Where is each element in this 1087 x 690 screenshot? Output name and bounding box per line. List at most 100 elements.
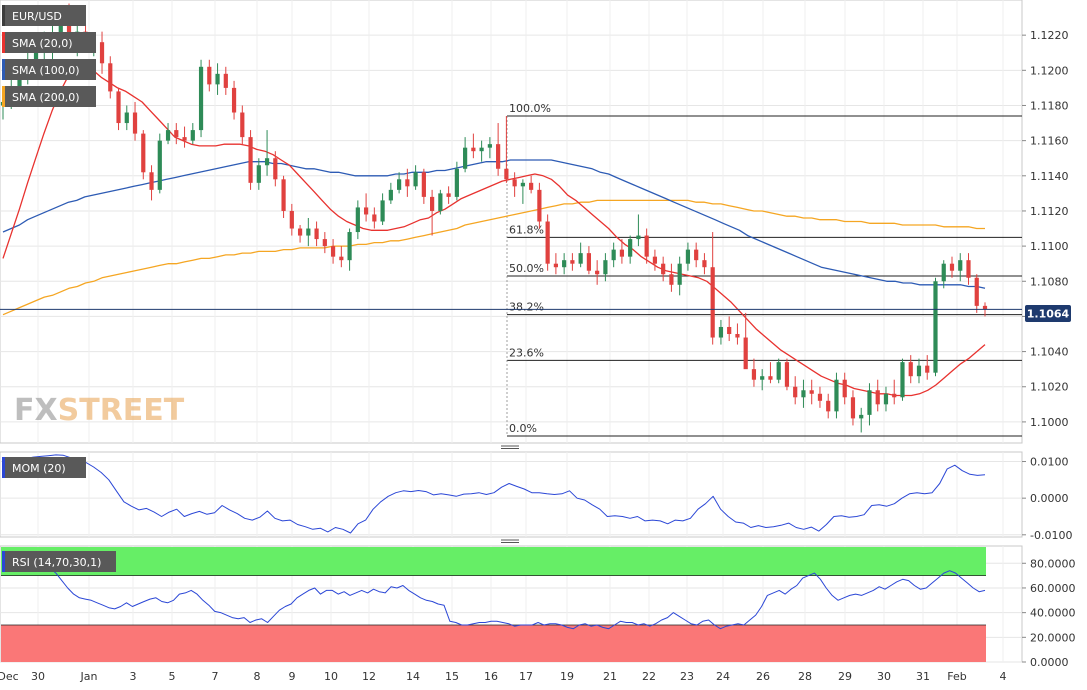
rsi-zones bbox=[1, 547, 986, 662]
candle-body bbox=[413, 172, 418, 187]
bullish-candle bbox=[463, 137, 468, 173]
candle-body bbox=[751, 369, 757, 380]
bearish-candle bbox=[784, 358, 790, 391]
legend-sma20-text: SMA (20,0) bbox=[12, 37, 73, 50]
candle-body bbox=[355, 207, 360, 233]
candle-body bbox=[471, 147, 476, 152]
bearish-candle bbox=[405, 168, 410, 197]
candle-body bbox=[363, 207, 369, 215]
candle-body bbox=[661, 263, 666, 275]
candle-body bbox=[817, 393, 823, 401]
bullish-candle bbox=[603, 253, 608, 282]
candle-body bbox=[339, 256, 344, 261]
bearish-candle bbox=[132, 101, 138, 141]
candle-body bbox=[603, 260, 608, 275]
candle-body bbox=[966, 260, 971, 278]
watermark-street: STREET bbox=[58, 393, 185, 428]
bearish-candle bbox=[182, 126, 187, 148]
legend-sma20[interactable]: SMA (20,0) bbox=[2, 32, 96, 53]
bearish-candle bbox=[875, 379, 880, 412]
candle-body bbox=[446, 193, 451, 197]
bullish-candle bbox=[165, 123, 171, 145]
candle-body bbox=[149, 172, 154, 190]
candle-body bbox=[256, 165, 261, 183]
bullish-candle bbox=[157, 133, 162, 194]
x-tick-label: 14 bbox=[406, 670, 420, 683]
candle-body bbox=[58, 21, 63, 36]
bullish-candle bbox=[438, 189, 443, 215]
candle-body bbox=[694, 249, 699, 261]
bearish-candle bbox=[710, 232, 715, 345]
bearish-candle bbox=[652, 249, 658, 271]
candle-body bbox=[198, 66, 204, 131]
bearish-candle bbox=[974, 274, 979, 313]
pane-resize-handle-2[interactable] bbox=[501, 539, 519, 543]
x-tick-label: Jan bbox=[80, 670, 98, 683]
candle-body bbox=[347, 232, 352, 261]
x-axis-labels: Dec 30 Jan 3 5 7 8 9 10 12 14 15 16 17 19 21 22 23 24 26 28 2… bbox=[0, 670, 1007, 683]
price-y-tick-label: 1.1120 bbox=[1030, 205, 1069, 218]
legend-mom[interactable]: MOM (20) bbox=[2, 457, 86, 478]
candle-body bbox=[231, 87, 237, 113]
candle-body bbox=[826, 400, 831, 412]
candle-body bbox=[116, 91, 121, 124]
candle-body bbox=[223, 73, 228, 88]
candle-body bbox=[99, 42, 105, 64]
rsi-oversold-zone bbox=[1, 624, 986, 662]
legend-sma200[interactable]: SMA (200,0) bbox=[2, 86, 96, 107]
bullish-candle bbox=[883, 386, 889, 412]
candle-body bbox=[479, 147, 484, 152]
bearish-candle bbox=[421, 168, 426, 204]
bullish-candle bbox=[933, 277, 938, 377]
candle-body bbox=[438, 193, 443, 211]
bearish-candle bbox=[149, 165, 154, 201]
candle-body bbox=[859, 414, 864, 419]
candle-body bbox=[124, 112, 129, 124]
bearish-candle bbox=[545, 214, 550, 271]
bullish-candle bbox=[562, 253, 567, 275]
fib-level-label: 100.0% bbox=[509, 102, 551, 115]
bearish-candle bbox=[702, 253, 707, 275]
bearish-candle bbox=[496, 123, 501, 176]
legend-rsi[interactable]: RSI (14,70,30,1) bbox=[2, 551, 116, 572]
legend-sma100-text: SMA (100,0) bbox=[12, 64, 80, 77]
pane-resize-handle-1[interactable] bbox=[501, 445, 519, 449]
bearish-candle bbox=[141, 130, 146, 180]
legend-symbol[interactable]: EUR/USD bbox=[2, 5, 86, 26]
price-y-tick-label: 1.1220 bbox=[1030, 29, 1069, 42]
bearish-candle bbox=[322, 232, 327, 254]
candle-body bbox=[430, 196, 435, 211]
x-tick-label: 17 bbox=[519, 670, 533, 683]
candle-body bbox=[702, 260, 707, 268]
candle-body bbox=[165, 130, 171, 141]
bearish-candle bbox=[273, 151, 278, 187]
bearish-candle bbox=[966, 253, 971, 285]
bullish-candle bbox=[776, 358, 781, 384]
rsi-y-tick-label: 20.0000 bbox=[1030, 631, 1076, 644]
legend-symbol-text: EUR/USD bbox=[12, 10, 62, 23]
price-y-tick-label: 1.1180 bbox=[1030, 99, 1069, 112]
candle-body bbox=[132, 112, 138, 134]
bearish-candle bbox=[743, 312, 748, 370]
candle-body bbox=[529, 182, 534, 190]
current-price-badge: 1.1064 bbox=[1025, 305, 1071, 322]
bearish-candle bbox=[116, 87, 121, 131]
candle-body bbox=[760, 376, 765, 380]
candle-body bbox=[240, 112, 245, 138]
bearish-candle bbox=[108, 56, 113, 99]
candle-body bbox=[512, 179, 517, 187]
bullish-candle bbox=[685, 242, 691, 271]
legend-sma100[interactable]: SMA (100,0) bbox=[2, 59, 96, 80]
candle-body bbox=[174, 130, 179, 138]
rsi-y-tick-label: 0.0000 bbox=[1030, 656, 1069, 669]
bearish-candle bbox=[727, 316, 732, 342]
candle-body bbox=[553, 263, 558, 268]
x-tick-label: Dec bbox=[0, 670, 19, 683]
rsi-line-group bbox=[2, 560, 986, 630]
x-tick-label: 30 bbox=[877, 670, 891, 683]
candle-body bbox=[784, 362, 790, 387]
bullish-candle bbox=[347, 228, 352, 271]
candle-body bbox=[982, 305, 988, 310]
